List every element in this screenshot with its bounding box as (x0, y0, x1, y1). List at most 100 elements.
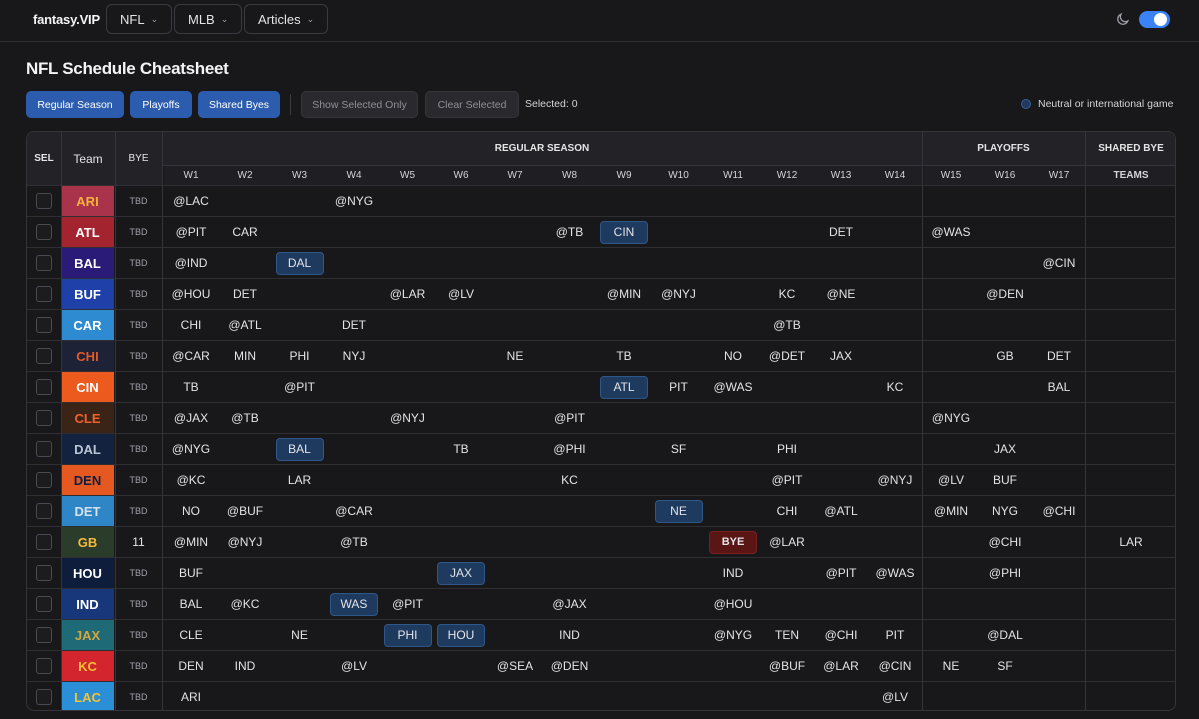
game-cell: IND (218, 651, 272, 681)
bye-week-value: TBD (129, 196, 148, 206)
row-select-checkbox[interactable] (36, 503, 52, 519)
show-selected-only-button[interactable]: Show Selected Only (301, 91, 418, 118)
game-cell: JAX (434, 558, 488, 588)
opponent-label: PIT (669, 380, 688, 394)
game-cell: @CHI (1032, 496, 1086, 526)
opponent-label: DET (829, 225, 853, 239)
regular-season-button[interactable]: Regular Season (26, 91, 124, 118)
chevron-down-icon: ⌄ (306, 13, 315, 24)
game-cell: @LAC (164, 186, 218, 216)
game-cell: @NE (814, 279, 868, 309)
table-row: CHI TBD @CAR MIN PHI NYJ NE TB NO @DET JAX GB DET (27, 340, 1175, 371)
opponent-label: @LAR (389, 287, 426, 301)
opponent-label: @CHI (1042, 504, 1076, 518)
opponent-label: @MIN (933, 504, 969, 518)
shared-byes-button[interactable]: Shared Byes (198, 91, 280, 118)
row-select-checkbox[interactable] (36, 410, 52, 426)
header-team[interactable]: Team (61, 132, 115, 185)
game-cell: @PIT (760, 465, 814, 495)
game-cell: @NYJ (218, 527, 272, 557)
opponent-label: BUF (993, 473, 1017, 487)
opponent-label: JAX (993, 442, 1016, 456)
game-cell: ARI (164, 682, 218, 710)
opponent-label: DEN (178, 659, 204, 673)
brand-logo[interactable]: fantasy.VIP (33, 12, 100, 27)
game-cell: @BUF (760, 651, 814, 681)
game-cell: @PIT (542, 403, 597, 433)
row-select-checkbox[interactable] (36, 472, 52, 488)
header-week: W10 (651, 165, 706, 185)
column-divider (922, 132, 923, 710)
team-badge: ATL (61, 217, 114, 247)
game-cell: @IND (164, 248, 218, 278)
opponent-label: PHI (776, 442, 797, 456)
theme-toggle[interactable] (1139, 11, 1170, 28)
header-divider (162, 165, 1175, 166)
row-select-checkbox[interactable] (36, 565, 52, 581)
header-week: W3 (272, 165, 327, 185)
team-badge: HOU (61, 558, 114, 588)
row-select-checkbox[interactable] (36, 627, 52, 643)
clear-selected-button[interactable]: Clear Selected (425, 91, 519, 118)
opponent-label: @WAS (875, 566, 915, 580)
game-cell: SF (978, 651, 1032, 681)
opponent-label: @PHI (988, 566, 1022, 580)
row-select-checkbox[interactable] (36, 658, 52, 674)
page-title: NFL Schedule Cheatsheet (26, 59, 229, 78)
row-select-checkbox[interactable] (36, 441, 52, 457)
opponent-label: @DEN (550, 659, 589, 673)
game-cell: CHI (760, 496, 814, 526)
table-row: CIN TBD TB @PIT ATL PIT @WAS KC BAL (27, 371, 1175, 402)
header-week: W8 (542, 165, 597, 185)
game-cell: @MIN (924, 496, 978, 526)
header-playoffs: PLAYOFFS (922, 132, 1085, 165)
row-select-checkbox[interactable] (36, 348, 52, 364)
row-select-checkbox[interactable] (36, 255, 52, 271)
column-divider (115, 132, 116, 710)
row-select-checkbox[interactable] (36, 317, 52, 333)
nav-menu-articles[interactable]: Articles ⌄ (244, 4, 329, 34)
opponent-label: @LV (882, 690, 908, 704)
opponent-label: CHI (776, 504, 798, 518)
row-select-checkbox[interactable] (36, 534, 52, 550)
opponent-label: @BUF (226, 504, 264, 518)
opponent-label: @NYJ (877, 473, 913, 487)
bye-week-value: TBD (129, 599, 148, 609)
playoffs-button[interactable]: Playoffs (130, 91, 192, 118)
nav-menu-mlb[interactable]: MLB ⌄ (174, 4, 243, 34)
header-bye[interactable]: BYE (115, 132, 162, 185)
team-badge: KC (61, 651, 114, 681)
opponent-label: @PHI (553, 442, 586, 456)
team-badge: DAL (61, 434, 114, 464)
opponent-label: BUF (179, 566, 203, 580)
game-cell: @WAS (868, 558, 922, 588)
game-cell: BAL (1032, 372, 1086, 402)
row-select-checkbox[interactable] (36, 689, 52, 705)
row-select-checkbox[interactable] (36, 193, 52, 209)
game-cell: DET (814, 217, 868, 247)
table-row: CAR TBD CHI @ATL DET @TB (27, 309, 1175, 340)
game-cell: MIN (218, 341, 272, 371)
row-select-checkbox[interactable] (36, 379, 52, 395)
row-select-checkbox[interactable] (36, 286, 52, 302)
game-cell: JAX (814, 341, 868, 371)
opponent-label: @TB (773, 318, 801, 332)
neutral-game-chip: JAX (437, 561, 485, 585)
opponent-label: TB (183, 380, 199, 394)
game-cell: @TB (327, 527, 381, 557)
moon-icon[interactable] (1115, 11, 1131, 27)
game-cell: @LAR (814, 651, 868, 681)
game-cell: LAR (272, 465, 327, 495)
table-row: BUF TBD @HOU DET @LAR @LV @MIN @NYJ KC @NE @DEN (27, 278, 1175, 309)
game-cell: @ATL (218, 310, 272, 340)
game-cell: WAS (327, 589, 381, 619)
game-cell: DEN (164, 651, 218, 681)
game-cell: @JAX (542, 589, 597, 619)
row-select-checkbox[interactable] (36, 224, 52, 240)
opponent-label: @NYG (713, 628, 753, 642)
game-cell: @LV (434, 279, 488, 309)
row-select-checkbox[interactable] (36, 596, 52, 612)
bye-week-value: 11 (132, 535, 145, 549)
game-cell: @NYG (924, 403, 978, 433)
nav-menu-nfl[interactable]: NFL ⌄ (106, 4, 173, 34)
